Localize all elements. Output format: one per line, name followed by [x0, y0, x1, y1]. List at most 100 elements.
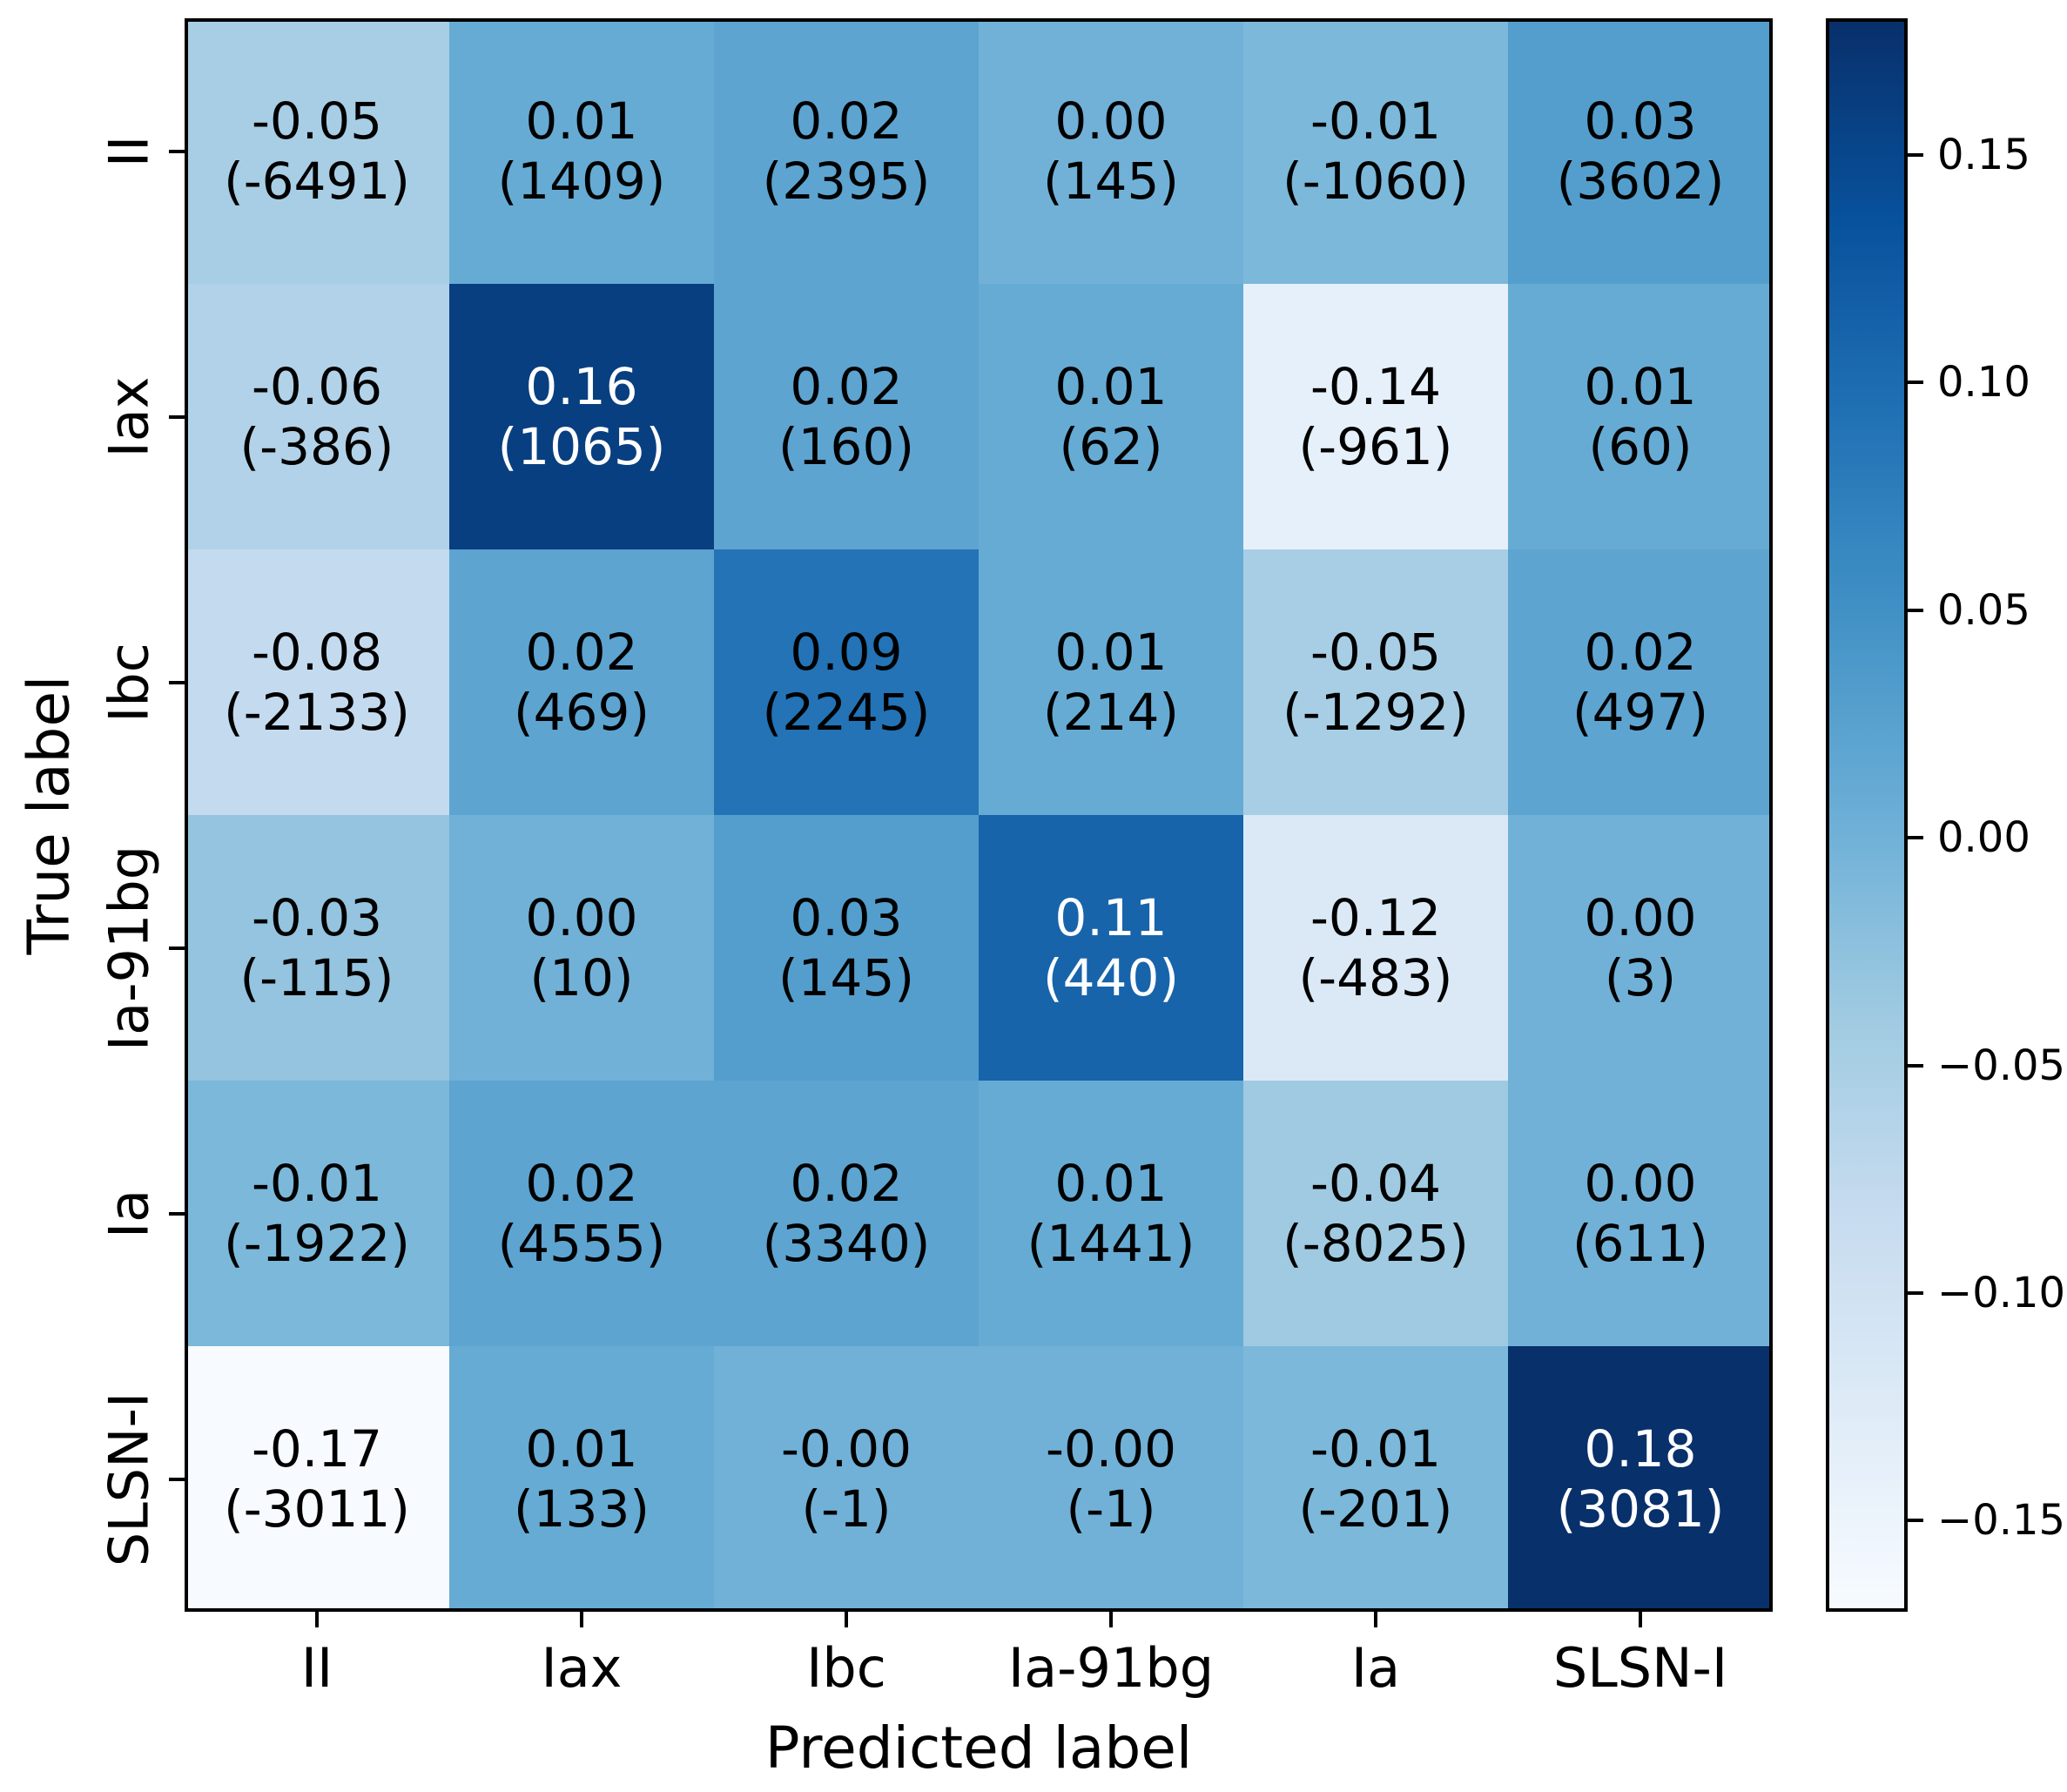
heatmap-cell: 0.16 (1065) [449, 284, 714, 549]
cell-count: (-1922) [224, 1213, 410, 1273]
cell-count: (440) [1043, 947, 1179, 1007]
heatmap-cell: -0.01 (-1060) [1243, 18, 1508, 284]
cell-count: (214) [1043, 682, 1179, 742]
y-tick-mark [169, 1211, 185, 1216]
heatmap-cell: 0.01 (214) [979, 549, 1243, 815]
colorbar-tick-mark [1908, 1519, 1923, 1523]
y-axis-title: True label [15, 675, 83, 955]
cell-value: 0.18 [1584, 1419, 1697, 1479]
cell-value: -0.05 [1310, 623, 1442, 683]
y-tick-mark [169, 680, 185, 684]
cell-count: (145) [778, 947, 914, 1007]
cell-value: 0.01 [1054, 357, 1168, 417]
heatmap-cell: 0.01 (60) [1508, 284, 1773, 549]
heatmap-cell: 0.01 (62) [979, 284, 1243, 549]
cell-count: (1065) [497, 416, 666, 476]
heatmap-cell: -0.17 (-3011) [185, 1346, 449, 1612]
cell-value: 0.00 [1584, 1154, 1697, 1214]
cell-value: 0.01 [1584, 357, 1697, 417]
cell-count: (160) [778, 416, 914, 476]
heatmap-cell: -0.01 (-201) [1243, 1346, 1508, 1612]
cell-count: (62) [1059, 416, 1163, 476]
cell-count: (611) [1572, 1213, 1708, 1273]
heatmap-cell: -0.04 (-8025) [1243, 1081, 1508, 1346]
cell-value: 0.03 [1584, 91, 1697, 152]
cell-value: 0.09 [790, 623, 903, 683]
cell-value: -0.06 [251, 357, 383, 417]
cell-count: (-1292) [1283, 682, 1469, 742]
y-tick-label: Ia [97, 1189, 161, 1238]
cell-value: 0.02 [790, 1154, 903, 1214]
cell-count: (-201) [1298, 1479, 1453, 1539]
cell-count: (3602) [1556, 151, 1725, 211]
cell-count: (10) [529, 947, 634, 1007]
cell-value: 0.01 [1054, 623, 1168, 683]
colorbar-tick-label: −0.15 [1937, 1496, 2066, 1546]
cell-value: 0.02 [525, 623, 638, 683]
cell-value: 0.11 [1054, 888, 1168, 948]
colorbar-tick-mark [1908, 381, 1923, 385]
cell-value: -0.01 [1310, 91, 1442, 152]
cell-count: (4555) [497, 1213, 666, 1273]
y-tick-mark [169, 149, 185, 153]
cell-count: (497) [1572, 682, 1708, 742]
colorbar [1826, 18, 1908, 1612]
colorbar-tick-label: 0.05 [1937, 585, 2030, 635]
cell-value: -0.05 [251, 91, 383, 152]
cell-count: (60) [1588, 416, 1693, 476]
heatmap-cell: -0.00 (-1) [714, 1346, 979, 1612]
colorbar-tick-mark [1908, 836, 1923, 840]
cell-value: -0.01 [1310, 1419, 1442, 1479]
heatmap-cell: 0.01 (133) [449, 1346, 714, 1612]
heatmap-cell: -0.05 (-6491) [185, 18, 449, 284]
cell-value: 0.16 [525, 357, 638, 417]
cell-count: (469) [514, 682, 650, 742]
cell-count: (145) [1043, 151, 1179, 211]
y-tick-label: SLSN-I [97, 1391, 161, 1566]
y-tick-mark [169, 946, 185, 950]
heatmap-cell: -0.06 (-386) [185, 284, 449, 549]
heatmap-cell: 0.01 (1409) [449, 18, 714, 284]
heatmap-cell: -0.14 (-961) [1243, 284, 1508, 549]
x-tick-mark [580, 1612, 583, 1627]
x-tick-label: SLSN-I [1552, 1636, 1728, 1700]
cell-value: -0.00 [1045, 1419, 1177, 1479]
cell-count: (3081) [1556, 1479, 1725, 1539]
heatmap-cell: -0.05 (-1292) [1243, 549, 1508, 815]
heatmap-cell: 0.01 (1441) [979, 1081, 1243, 1346]
colorbar-tick-label: −0.05 [1937, 1041, 2066, 1090]
cell-value: 0.00 [1584, 888, 1697, 948]
cell-count: (-1060) [1283, 151, 1469, 211]
x-tick-label: Ia [1350, 1636, 1401, 1700]
heatmap-cell: 0.18 (3081) [1508, 1346, 1773, 1612]
cell-count: (-386) [239, 416, 394, 476]
y-tick-label: Iax [97, 376, 161, 457]
y-tick-label: Ibc [97, 642, 161, 723]
cell-count: (-3011) [224, 1479, 410, 1539]
heatmap-cell: 0.00 (3) [1508, 815, 1773, 1081]
colorbar-tick-label: 0.00 [1937, 813, 2030, 863]
heatmap-cell: 0.02 (2395) [714, 18, 979, 284]
cell-value: 0.02 [790, 357, 903, 417]
colorbar-tick-label: −0.10 [1937, 1269, 2066, 1317]
x-tick-mark [1109, 1612, 1113, 1627]
heatmap-cell: 0.11 (440) [979, 815, 1243, 1081]
cell-value: -0.01 [251, 1154, 383, 1214]
heatmap-cell: 0.02 (469) [449, 549, 714, 815]
cell-count: (-1) [1066, 1479, 1156, 1539]
heatmap-cell: 0.00 (145) [979, 18, 1243, 284]
cell-count: (2245) [762, 682, 931, 742]
cell-value: 0.01 [525, 1419, 638, 1479]
heatmap-cell: 0.03 (3602) [1508, 18, 1773, 284]
cell-count: (-6491) [224, 151, 410, 211]
x-axis-title: Predicted label [764, 1715, 1193, 1782]
cell-value: -0.12 [1310, 888, 1442, 948]
cell-count: (-2133) [224, 682, 410, 742]
heatmap-cell: 0.09 (2245) [714, 549, 979, 815]
cell-count: (1441) [1027, 1213, 1195, 1273]
y-tick-mark [169, 1477, 185, 1481]
y-tick-label: Ia-91bg [97, 845, 161, 1051]
x-tick-label: Iax [541, 1636, 623, 1700]
x-tick-mark [1374, 1612, 1377, 1627]
